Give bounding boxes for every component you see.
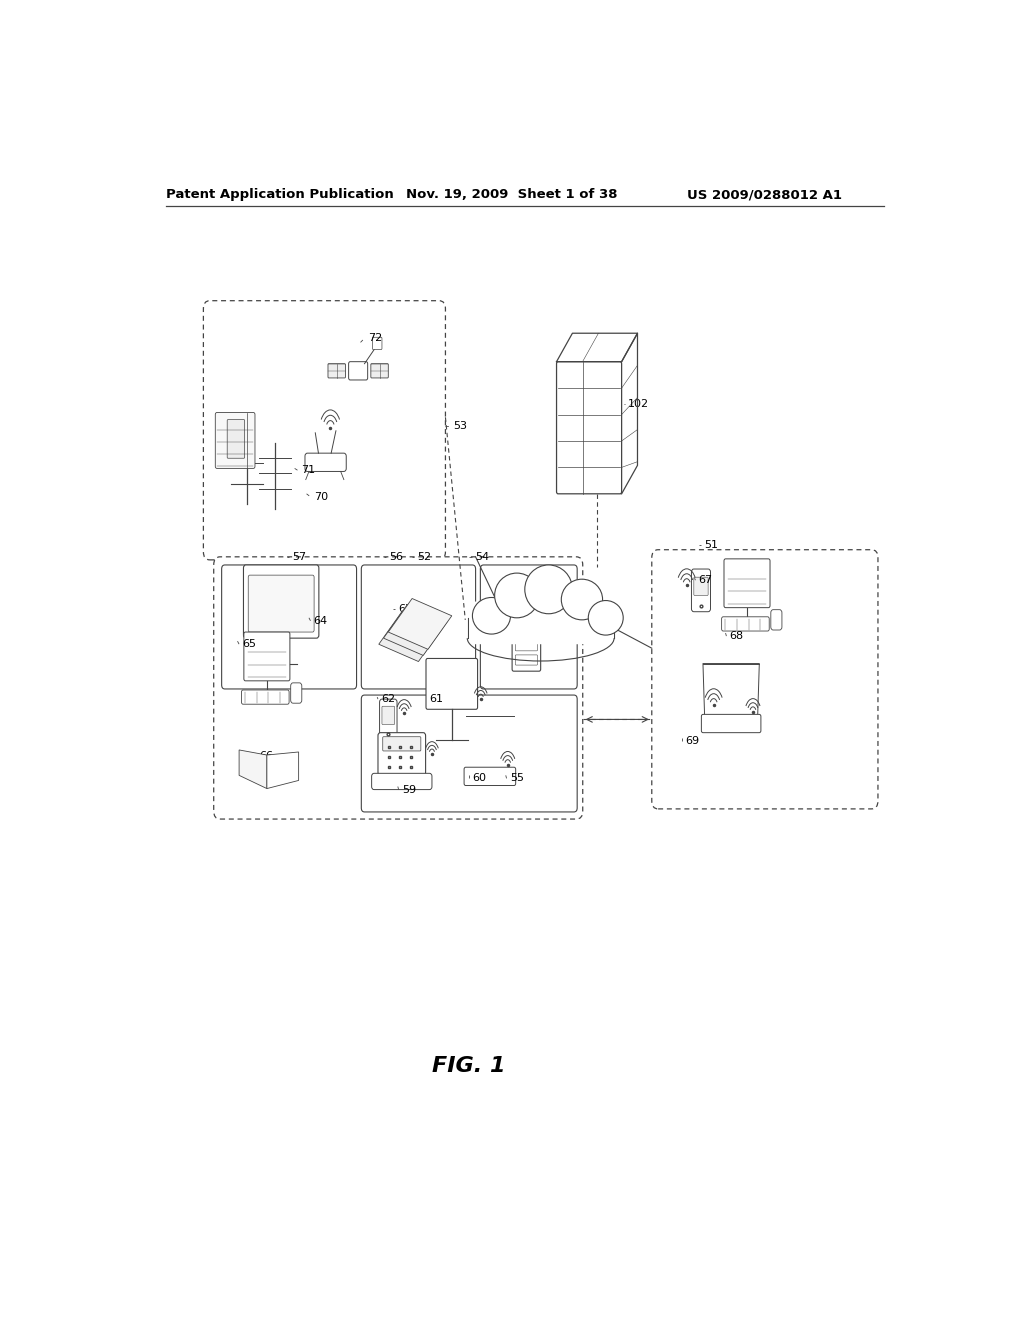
Text: 68: 68	[729, 631, 743, 642]
Polygon shape	[384, 605, 447, 656]
Text: 102: 102	[628, 400, 649, 409]
Ellipse shape	[561, 579, 602, 620]
FancyBboxPatch shape	[244, 632, 290, 681]
FancyBboxPatch shape	[372, 774, 432, 789]
FancyBboxPatch shape	[771, 610, 782, 630]
FancyBboxPatch shape	[291, 682, 302, 704]
Text: 72: 72	[368, 334, 382, 343]
Text: 65: 65	[243, 639, 256, 649]
FancyBboxPatch shape	[348, 362, 368, 380]
Ellipse shape	[495, 573, 539, 618]
FancyBboxPatch shape	[214, 557, 583, 818]
FancyBboxPatch shape	[480, 565, 578, 689]
Ellipse shape	[525, 565, 572, 614]
Polygon shape	[388, 598, 452, 649]
Text: FIG. 1: FIG. 1	[432, 1056, 506, 1076]
FancyBboxPatch shape	[221, 565, 356, 689]
Text: 69: 69	[685, 735, 699, 746]
FancyBboxPatch shape	[464, 767, 516, 785]
FancyBboxPatch shape	[371, 364, 388, 378]
FancyBboxPatch shape	[215, 412, 255, 469]
Text: NETWORK  50: NETWORK 50	[495, 622, 583, 635]
FancyBboxPatch shape	[380, 700, 397, 739]
FancyBboxPatch shape	[305, 453, 346, 471]
FancyBboxPatch shape	[248, 576, 314, 632]
FancyBboxPatch shape	[242, 690, 289, 704]
FancyBboxPatch shape	[373, 338, 382, 350]
FancyBboxPatch shape	[204, 301, 445, 560]
Text: 60: 60	[472, 774, 486, 783]
FancyBboxPatch shape	[426, 659, 477, 709]
FancyBboxPatch shape	[328, 364, 345, 378]
Text: 66: 66	[259, 751, 273, 762]
FancyBboxPatch shape	[512, 605, 541, 671]
FancyBboxPatch shape	[227, 420, 245, 458]
Text: 67: 67	[698, 576, 713, 585]
FancyBboxPatch shape	[694, 577, 709, 595]
Text: US 2009/0288012 A1: US 2009/0288012 A1	[687, 189, 843, 202]
Ellipse shape	[472, 598, 511, 634]
Text: 62: 62	[381, 694, 395, 704]
Polygon shape	[267, 752, 299, 788]
Text: 51: 51	[705, 540, 718, 549]
Text: 63: 63	[397, 603, 412, 614]
FancyBboxPatch shape	[469, 602, 613, 644]
FancyBboxPatch shape	[722, 616, 769, 631]
Text: 58: 58	[542, 570, 556, 579]
FancyBboxPatch shape	[724, 558, 770, 607]
Text: 61: 61	[430, 694, 443, 704]
FancyBboxPatch shape	[515, 655, 538, 665]
Text: 57: 57	[292, 552, 306, 562]
Text: 70: 70	[313, 492, 328, 502]
Polygon shape	[379, 611, 442, 661]
FancyBboxPatch shape	[557, 362, 622, 494]
FancyBboxPatch shape	[515, 640, 538, 651]
FancyBboxPatch shape	[701, 714, 761, 733]
Text: 54: 54	[475, 552, 488, 562]
FancyBboxPatch shape	[652, 549, 878, 809]
FancyBboxPatch shape	[361, 696, 578, 812]
Text: 71: 71	[301, 466, 315, 475]
Ellipse shape	[588, 601, 624, 635]
FancyBboxPatch shape	[515, 627, 538, 636]
FancyBboxPatch shape	[378, 733, 426, 775]
Polygon shape	[239, 750, 267, 788]
FancyBboxPatch shape	[382, 706, 394, 725]
FancyBboxPatch shape	[361, 565, 475, 689]
Text: 64: 64	[313, 616, 328, 626]
Text: 56: 56	[389, 552, 403, 562]
Text: Patent Application Publication: Patent Application Publication	[166, 189, 394, 202]
Text: Nov. 19, 2009  Sheet 1 of 38: Nov. 19, 2009 Sheet 1 of 38	[406, 189, 617, 202]
FancyBboxPatch shape	[515, 612, 538, 623]
Text: 59: 59	[401, 784, 416, 795]
Text: 52: 52	[417, 552, 431, 562]
FancyBboxPatch shape	[244, 565, 318, 638]
Text: 55: 55	[510, 774, 523, 783]
FancyBboxPatch shape	[383, 737, 421, 751]
FancyBboxPatch shape	[691, 569, 711, 611]
Text: 53: 53	[454, 421, 467, 430]
